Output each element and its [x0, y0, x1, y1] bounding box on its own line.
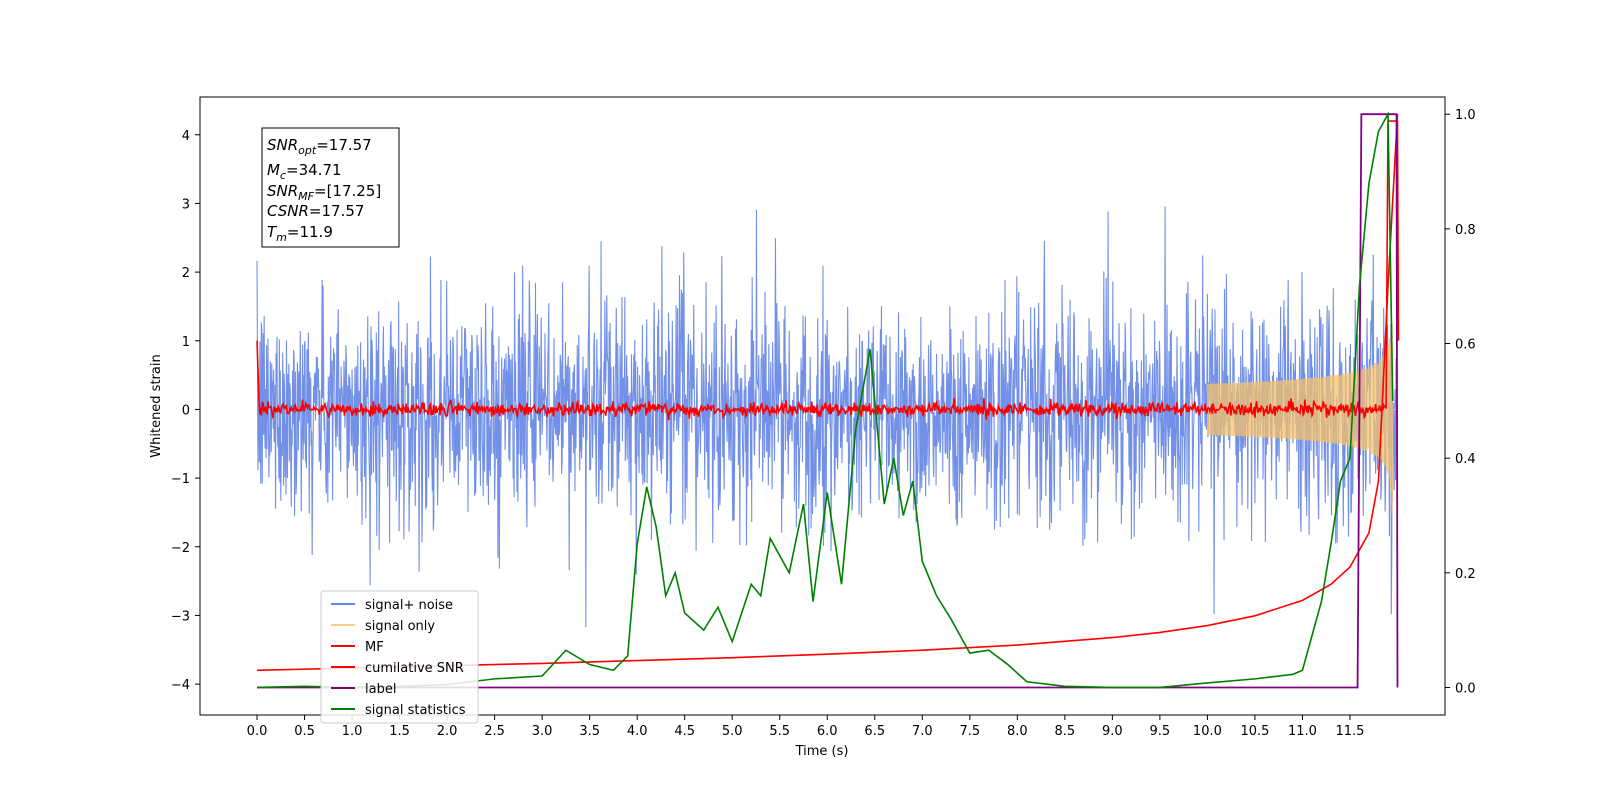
y-tick-label-right: 1.0	[1455, 108, 1476, 123]
x-tick-label: 6.5	[864, 724, 885, 739]
y-tick-label-right: 0.6	[1455, 338, 1476, 353]
series-layer	[256, 111, 1400, 689]
y-tick-label-right: 0.2	[1455, 567, 1476, 582]
y-tick-label-left: −3	[171, 609, 190, 624]
y-tick-label-left: 3	[182, 197, 190, 212]
x-tick-label: 4.5	[674, 724, 695, 739]
info-snr-opt: SNRopt=17.57	[267, 136, 372, 157]
legend-entry: signal+ noise	[365, 598, 453, 613]
info-snr-mf: SNRMF=[17.25]	[267, 182, 381, 203]
x-tick-label: 0.0	[247, 724, 268, 739]
info-csnr: CSNR=17.57	[267, 202, 364, 220]
legend-entry: label	[365, 682, 396, 697]
y-tick-label-right: 0.0	[1455, 681, 1476, 696]
y-tick-label-left: 4	[182, 129, 190, 144]
legend-frame	[320, 590, 479, 724]
legend: signal+ noise signal only MF cumilative SNR…	[320, 590, 479, 724]
legend-entry: MF	[365, 640, 384, 655]
x-tick-label: 7.5	[959, 724, 980, 739]
x-tick-label: 11.0	[1288, 724, 1317, 739]
x-tick-label: 8.0	[1007, 724, 1028, 739]
x-tick-label: 6.0	[817, 724, 838, 739]
legend-entry: signal only	[365, 619, 435, 634]
series-signal-only	[1206, 319, 1398, 515]
y-tick-label-right: 0.4	[1455, 452, 1476, 467]
x-tick-label: 1.5	[389, 724, 410, 739]
x-tick-label: 5.0	[722, 724, 743, 739]
legend-entry: cumilative SNR	[365, 661, 464, 676]
y-tick-label-left: −2	[171, 541, 190, 556]
info-mc: Mc=34.71	[267, 161, 342, 182]
x-tick-label: 8.5	[1055, 724, 1076, 739]
y-axis-label: Whitened strain	[149, 354, 164, 457]
y-tick-label-left: 0	[182, 403, 190, 418]
x-tick-label: 10.5	[1240, 724, 1269, 739]
x-tick-label: 7.0	[912, 724, 933, 739]
x-tick-label: 3.5	[579, 724, 600, 739]
series-signal-statistics	[257, 111, 1394, 689]
x-tick-label: 9.0	[1102, 724, 1123, 739]
x-tick-label: 10.0	[1193, 724, 1222, 739]
y-axis-left: 4 3 2 1 0 −1 −2 −3 −4	[171, 129, 200, 693]
x-tick-label: 4.0	[627, 724, 648, 739]
y-tick-label-right: 0.8	[1455, 223, 1476, 238]
x-axis: 0.0 0.5 1.0 1.5 2.0 2.5 3.0 3.5 4.0 4.5 5.0 5.5 6.0 6…	[247, 715, 1364, 739]
series-signal-noise	[256, 206, 1399, 628]
info-box: SNRopt=17.57 Mc=34.71 SNRMF=[17.25] CSNR…	[261, 127, 400, 248]
x-tick-label: 0.5	[294, 724, 315, 739]
legend-entry: signal statistics	[365, 703, 466, 718]
x-tick-label: 9.5	[1150, 724, 1171, 739]
x-tick-label: 11.5	[1335, 724, 1364, 739]
x-tick-label: 3.0	[532, 724, 553, 739]
y-tick-label-left: 2	[182, 266, 190, 281]
y-tick-label-left: −1	[171, 472, 190, 487]
x-tick-label: 1.0	[342, 724, 363, 739]
y-axis-right: 1.0 0.8 0.6 0.4 0.2 0.0	[1445, 108, 1476, 696]
x-tick-label: 2.0	[437, 724, 458, 739]
plot-frame	[199, 96, 1446, 716]
info-tm: Tm=11.9	[267, 223, 333, 244]
y-tick-label-left: −4	[171, 678, 190, 693]
series-mf	[256, 120, 1400, 421]
series-label	[257, 113, 1399, 689]
info-box-frame	[261, 127, 400, 248]
x-axis-label: Time (s)	[795, 744, 849, 759]
x-tick-label: 2.5	[484, 724, 505, 739]
y-tick-label-left: 1	[182, 335, 190, 350]
x-tick-label: 5.5	[769, 724, 790, 739]
series-cumulative-snr	[257, 114, 1399, 672]
